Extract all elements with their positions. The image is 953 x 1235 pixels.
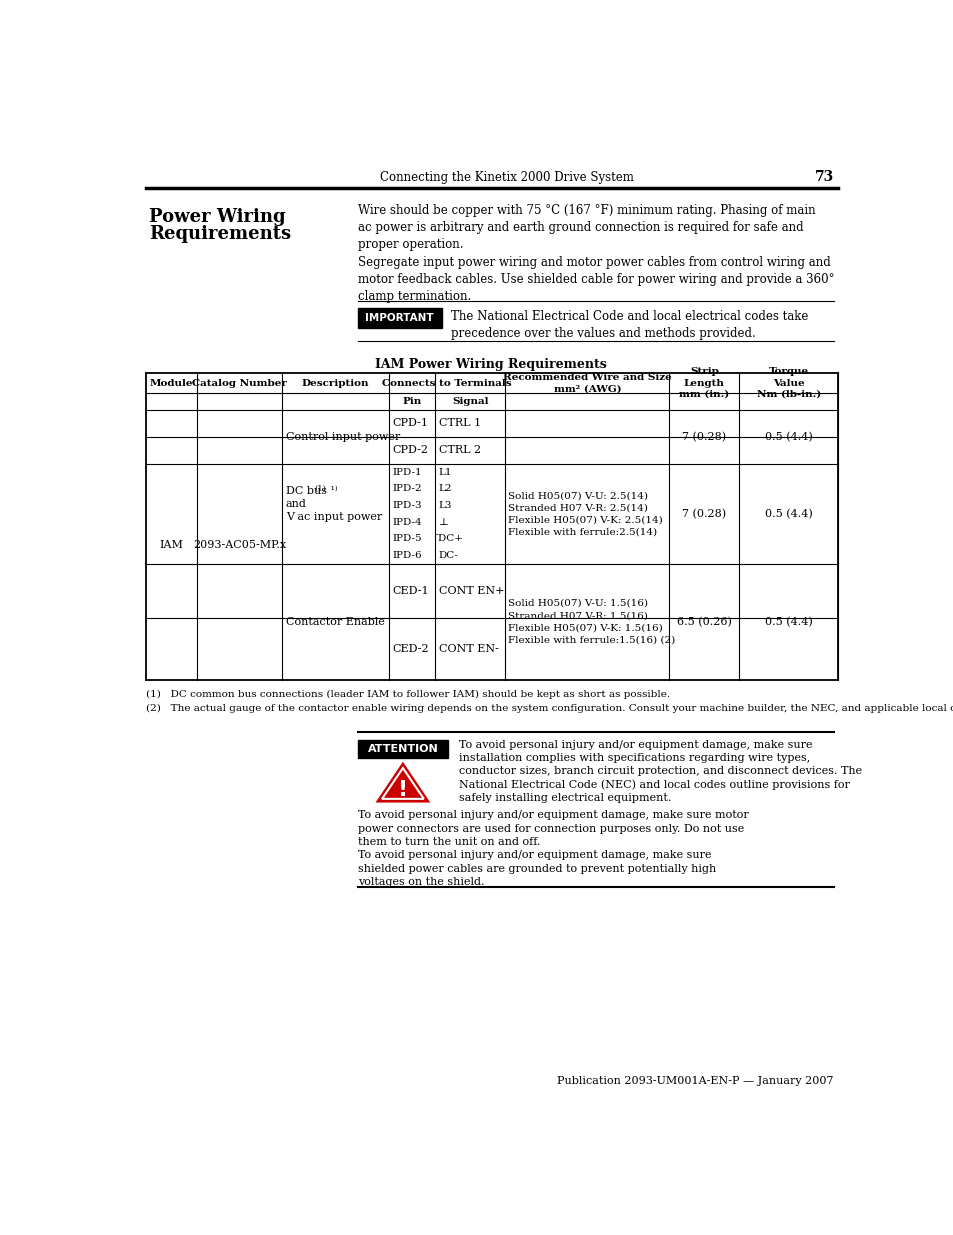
Text: CTRL 1: CTRL 1 xyxy=(438,419,480,429)
Text: IPD-1: IPD-1 xyxy=(392,468,421,477)
Text: ATTENTION: ATTENTION xyxy=(367,743,437,753)
Text: IPD-4: IPD-4 xyxy=(392,517,421,527)
Text: CONT EN-: CONT EN- xyxy=(438,643,497,653)
Text: 6.5 (0.26): 6.5 (0.26) xyxy=(677,616,731,627)
FancyBboxPatch shape xyxy=(357,740,447,758)
Text: To avoid personal injury and/or equipment damage, make sure motor
power connecto: To avoid personal injury and/or equipmen… xyxy=(357,810,748,847)
Text: To avoid personal injury and/or equipment damage, make sure
installation complie: To avoid personal injury and/or equipmen… xyxy=(458,740,861,803)
Text: CPD-2: CPD-2 xyxy=(392,446,428,456)
Text: IAM: IAM xyxy=(159,540,183,550)
Text: 0.5 (4.4): 0.5 (4.4) xyxy=(764,509,812,519)
Text: Power Wiring: Power Wiring xyxy=(149,209,285,226)
Text: Segregate input power wiring and motor power cables from control wiring and
moto: Segregate input power wiring and motor p… xyxy=(357,256,834,303)
Text: DC bus ¹⁾: DC bus ¹⁾ xyxy=(286,485,337,495)
Text: Strip
Length
mm (in.): Strip Length mm (in.) xyxy=(679,368,729,399)
Text: ̄DC+: ̄DC+ xyxy=(438,535,463,543)
Text: 73: 73 xyxy=(814,170,833,184)
Text: IPD-5: IPD-5 xyxy=(392,535,421,543)
Polygon shape xyxy=(377,764,427,802)
Text: The National Electrical Code and local electrical codes take
precedence over the: The National Electrical Code and local e… xyxy=(451,310,807,340)
Text: CED-1: CED-1 xyxy=(392,585,428,597)
Text: CTRL 2: CTRL 2 xyxy=(438,446,480,456)
Text: To avoid personal injury and/or equipment damage, make sure
shielded power cable: To avoid personal injury and/or equipmen… xyxy=(357,851,716,887)
Text: IPD-3: IPD-3 xyxy=(392,501,421,510)
Text: Catalog Number: Catalog Number xyxy=(192,379,287,388)
Text: CED-2: CED-2 xyxy=(392,643,428,653)
Text: IPD-2: IPD-2 xyxy=(392,484,421,494)
Text: Connects to Terminals: Connects to Terminals xyxy=(382,379,512,388)
Text: Recommended Wire and Size
mm² (AWG): Recommended Wire and Size mm² (AWG) xyxy=(502,373,671,393)
Text: L3: L3 xyxy=(438,501,452,510)
Text: (1): (1) xyxy=(314,484,326,493)
Text: Description: Description xyxy=(301,379,369,388)
Text: Pin: Pin xyxy=(402,396,421,406)
Text: L1: L1 xyxy=(438,468,452,477)
Text: Solid H05(07) V-U: 1.5(16)
Stranded H07 V-R: 1.5(16)
Flexible H05(07) V-K: 1.5(1: Solid H05(07) V-U: 1.5(16) Stranded H07 … xyxy=(508,599,675,645)
Text: 0.5 (4.4): 0.5 (4.4) xyxy=(764,616,812,627)
Text: 2093-AC05-MP.x: 2093-AC05-MP.x xyxy=(193,540,286,550)
Text: Control input power: Control input power xyxy=(286,432,399,442)
FancyBboxPatch shape xyxy=(357,309,441,329)
Text: 7 (0.28): 7 (0.28) xyxy=(681,432,725,442)
Text: (1)   DC common bus connections (leader IAM to follower IAM) should be kept as s: (1) DC common bus connections (leader IA… xyxy=(146,690,670,699)
Text: IAM Power Wiring Requirements: IAM Power Wiring Requirements xyxy=(375,358,606,370)
Text: 0.5 (4.4): 0.5 (4.4) xyxy=(764,432,812,442)
Text: Module: Module xyxy=(150,379,193,388)
Text: IMPORTANT: IMPORTANT xyxy=(365,314,434,324)
Text: Signal: Signal xyxy=(452,396,488,406)
Text: (2)   The actual gauge of the contactor enable wiring depends on the system conf: (2) The actual gauge of the contactor en… xyxy=(146,704,953,714)
Text: ⊥: ⊥ xyxy=(438,517,448,527)
Text: CONT EN+: CONT EN+ xyxy=(438,585,503,597)
Text: 7 (0.28): 7 (0.28) xyxy=(681,509,725,519)
Text: IPD-6: IPD-6 xyxy=(392,551,421,561)
Text: Wire should be copper with 75 °C (167 °F) minimum rating. Phasing of main
ac pow: Wire should be copper with 75 °C (167 °F… xyxy=(357,204,815,251)
Text: CPD-1: CPD-1 xyxy=(392,419,428,429)
Text: and: and xyxy=(286,499,307,509)
Text: L2: L2 xyxy=(438,484,452,494)
Text: Torque
Value
Nm (lb-in.): Torque Value Nm (lb-in.) xyxy=(756,368,821,399)
Text: V ac input power: V ac input power xyxy=(286,513,382,522)
Text: Contactor Enable: Contactor Enable xyxy=(286,616,384,626)
Text: Publication 2093-UM001A-EN-P — January 2007: Publication 2093-UM001A-EN-P — January 2… xyxy=(557,1076,833,1086)
Text: Solid H05(07) V-U: 2.5(14)
Stranded H07 V-R: 2.5(14)
Flexible H05(07) V-K: 2.5(1: Solid H05(07) V-U: 2.5(14) Stranded H07 … xyxy=(508,492,662,537)
Text: Requirements: Requirements xyxy=(149,225,291,243)
Polygon shape xyxy=(381,768,423,799)
Text: Connecting the Kinetix 2000 Drive System: Connecting the Kinetix 2000 Drive System xyxy=(379,170,633,184)
Text: DC-: DC- xyxy=(438,551,457,561)
Text: !: ! xyxy=(397,781,408,800)
